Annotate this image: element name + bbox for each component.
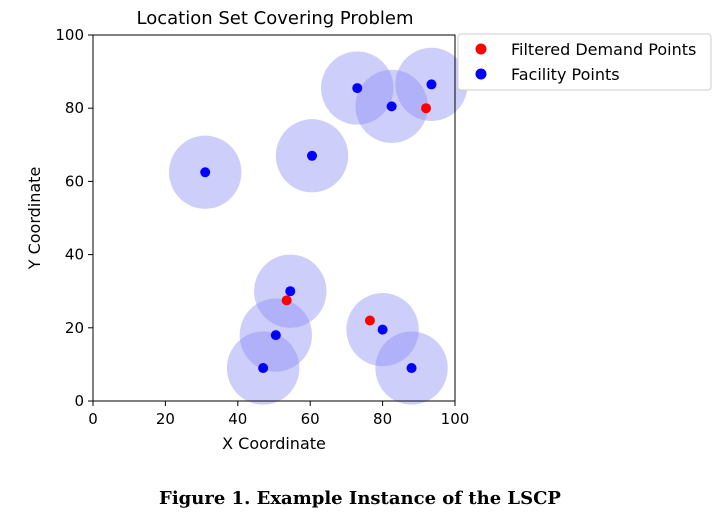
- axis-ticks: 0 20 40 60 80 100 0 20 40 60 80 100: [55, 26, 469, 428]
- facility-point-5: [285, 286, 296, 297]
- y-tick-label-80: 80: [65, 99, 84, 117]
- chart-svg: Location Set Covering Problem 0 20 40 60 80 1…: [25, 8, 712, 453]
- facility-point-8: [377, 324, 388, 335]
- facility-point-2: [426, 79, 437, 90]
- x-tick-label-80: 80: [373, 410, 392, 428]
- y-tick-label-20: 20: [65, 319, 84, 337]
- facility-point-6: [270, 330, 281, 341]
- x-tick-label-60: 60: [301, 410, 320, 428]
- data-points: [200, 79, 437, 374]
- facility-point-1: [386, 101, 397, 112]
- facility-point-7: [258, 363, 269, 374]
- legend-box: [457, 33, 712, 91]
- x-axis-label: X Coordinate: [222, 434, 326, 453]
- chart-title: Location Set Covering Problem: [137, 8, 414, 29]
- scatter-chart: Location Set Covering Problem 0 20 40 60 80 1…: [25, 8, 712, 453]
- coverage-circles: [169, 47, 468, 405]
- legend-marker-facility: [475, 68, 487, 80]
- x-tick-label-100: 100: [441, 410, 470, 428]
- legend-marker-demand: [475, 43, 487, 55]
- y-tick-label-60: 60: [65, 172, 84, 190]
- figure-caption: Figure 1. Example Instance of the LSCP: [159, 488, 561, 509]
- facility-point-4: [200, 167, 211, 178]
- x-tick-label-20: 20: [156, 410, 175, 428]
- legend: Filtered Demand Points Facility Points: [457, 33, 712, 91]
- facility-point-0: [352, 83, 363, 94]
- x-tick-label-0: 0: [88, 410, 98, 428]
- facility-point-3: [307, 150, 318, 161]
- y-tick-label-100: 100: [55, 26, 84, 44]
- demand-point-2: [364, 315, 375, 326]
- x-tick-label-40: 40: [228, 410, 247, 428]
- y-axis-label: Y Coordinate: [25, 167, 44, 271]
- legend-label-demand: Filtered Demand Points: [511, 40, 696, 59]
- demand-point-1: [281, 295, 292, 306]
- facility-point-9: [406, 363, 417, 374]
- y-tick-label-40: 40: [65, 246, 84, 264]
- plot-frame: [92, 34, 456, 402]
- legend-label-facility: Facility Points: [511, 65, 620, 84]
- demand-point-0: [421, 103, 432, 114]
- y-tick-label-0: 0: [74, 392, 84, 410]
